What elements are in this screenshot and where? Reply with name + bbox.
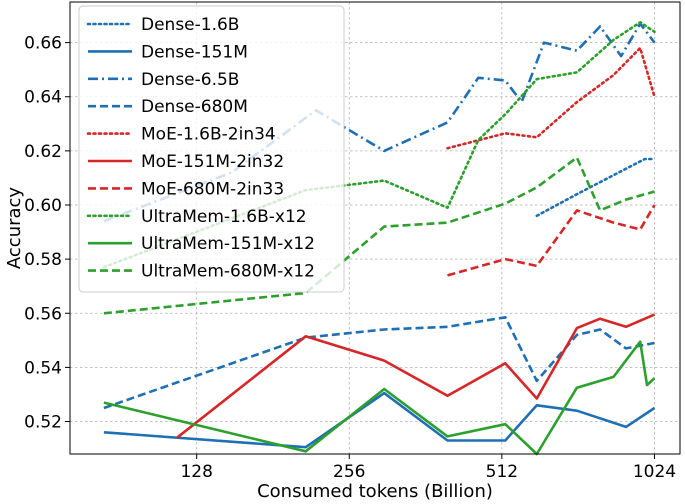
legend-label-ultramem-1-6b-x12: UltraMem-1.6B-x12 xyxy=(141,207,307,227)
series-line-dense-151m xyxy=(103,391,656,449)
plot-frame xyxy=(69,1,681,455)
y-tick-label: 0.58 xyxy=(24,250,62,270)
legend-label-moe-151m-2in32: MoE-151M-2in32 xyxy=(141,152,284,172)
series-line-dense-1-6b xyxy=(535,157,656,218)
y-tick-label: 0.52 xyxy=(24,413,62,433)
legend-label-moe-1-6b-2in34: MoE-1.6B-2in34 xyxy=(141,125,276,145)
series-line-ultramem-680m-x12 xyxy=(103,156,655,315)
x-tick-label: 256 xyxy=(333,462,365,482)
legend-box xyxy=(78,5,345,293)
legend-label-dense-151m: Dense-151M xyxy=(141,42,248,62)
x-axis: 128 256 512 1024 xyxy=(180,454,676,482)
x-tick-label: 1024 xyxy=(633,462,676,482)
legend-label-dense-680m: Dense-680M xyxy=(141,97,248,117)
legend-label-ultramem-680m-x12: UltraMem-680M-x12 xyxy=(141,262,315,282)
y-tick-label: 0.60 xyxy=(24,196,62,216)
legend-label-moe-680m-2in33: MoE-680M-2in33 xyxy=(141,179,284,199)
legend-label-dense-1-6b: Dense-1.6B xyxy=(141,15,239,35)
y-tick-label: 0.64 xyxy=(24,88,62,108)
legend-label-dense-6-5b: Dense-6.5B xyxy=(141,70,239,90)
series-line-dense-680m xyxy=(103,315,655,410)
y-tick-label: 0.56 xyxy=(24,304,62,324)
series-line-moe-1-6b-2in34 xyxy=(446,46,656,150)
y-axis: 0.52 0.54 0.56 0.58 0.60 0.62 0.64 0.66 xyxy=(24,34,70,433)
x-axis-label: Consumed tokens (Billion) xyxy=(257,481,493,502)
series-line-moe-680m-2in33 xyxy=(447,204,656,277)
series-line-ultramem-1-6b-x12 xyxy=(102,20,656,269)
series-layer xyxy=(102,20,656,456)
legend: Dense-1.6B Dense-151M Dense-6.5B Dense-680M… xyxy=(78,5,345,293)
legend-label-ultramem-151m-x12: UltraMem-151M-x12 xyxy=(141,234,315,254)
series-line-moe-151m-2in32 xyxy=(176,313,656,439)
y-tick-label: 0.54 xyxy=(24,358,62,378)
y-axis-label: Accuracy xyxy=(4,187,25,270)
x-tick-label: 512 xyxy=(486,462,518,482)
y-tick-label: 0.62 xyxy=(24,142,62,162)
x-tick-label: 128 xyxy=(180,462,212,482)
y-tick-label: 0.66 xyxy=(24,34,62,54)
